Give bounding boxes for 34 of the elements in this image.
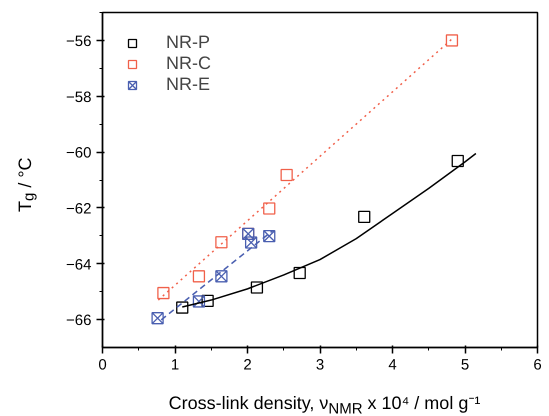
point [263,202,276,215]
x-tick-label: 1 [170,356,180,374]
y-tick-label: −62 [66,200,92,218]
y-tick-label: −64 [66,256,92,274]
x-tick-label: 6 [533,356,542,374]
point [294,266,306,280]
x-tick-label: 5 [460,356,470,374]
point [192,270,206,282]
x-tick-label: 3 [316,356,324,374]
point [263,230,276,242]
legend-label: NR-C [166,53,211,74]
legend-label: NR-P [166,32,210,53]
legend-label: NR-E [166,74,210,95]
point [280,168,293,182]
y-tick-label: −66 [66,312,92,330]
point [244,236,258,249]
point [201,294,214,308]
x-tick-label: 4 [388,356,397,374]
point [358,210,370,223]
point [151,312,164,324]
point [452,154,464,168]
y-tick-label: −60 [66,144,92,162]
x-tick-label: 0 [98,356,107,374]
point [157,286,170,300]
point [215,270,228,282]
point [215,236,228,248]
point [176,301,188,314]
x-tick-label: 2 [243,356,252,374]
y-tick-label: −58 [66,88,92,106]
x-axis-title: Cross-link density, ν$_{NMR}$ x 10⁴ / mol g⁻¹ [168,392,480,416]
y-tick-label: −56 [66,32,92,50]
point [250,281,264,294]
point [446,34,458,47]
point [192,295,206,308]
